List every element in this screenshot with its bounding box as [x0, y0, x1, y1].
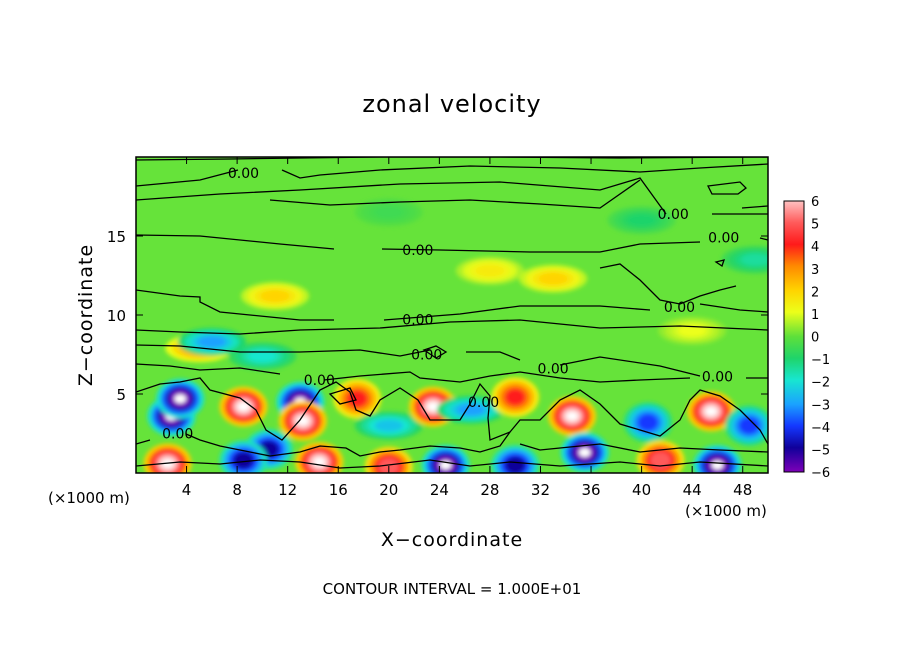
contour-label: 0.00 — [702, 370, 733, 386]
contour-line — [136, 289, 768, 321]
y-tick-label: 10 — [107, 307, 126, 325]
colorbar-tick-label: −3 — [811, 398, 830, 413]
contour-line — [136, 377, 768, 445]
anomaly-patch — [233, 451, 254, 469]
x-axis-unit-right: (×1000 m) — [685, 502, 767, 520]
contour-line — [422, 345, 448, 359]
x-tick-label: 4 — [182, 481, 192, 499]
contour-line — [741, 205, 768, 209]
contour-label: 0.00 — [468, 395, 499, 411]
colorbar-tick-label: 5 — [811, 218, 819, 233]
colorbar: 6 5 4 3 2 1 0 −1 −2 −3 −4 −5 −6 — [783, 195, 830, 481]
contour-label: 0.00 — [162, 427, 193, 443]
colorbar-gradient — [783, 200, 805, 473]
contour-label: 0.00 — [538, 362, 569, 378]
colorbar-tick-label: −4 — [811, 421, 830, 436]
anomaly-patch — [260, 290, 290, 302]
contour-line — [136, 344, 768, 379]
chart-title: zonal velocity — [362, 90, 541, 118]
contour-line — [136, 459, 768, 469]
contour-line — [136, 177, 768, 215]
anomaly-patch — [650, 451, 671, 469]
x-axis-label: X−coordinate — [381, 529, 523, 551]
anomaly-patch — [374, 206, 404, 219]
contour-line — [707, 181, 747, 195]
contour-labels: 0.00 0.00 0.00 0.00 0.00 0.00 0.00 0.00 0.00 0.00… — [162, 166, 739, 443]
contour-line — [136, 157, 768, 161]
anomaly-patch — [378, 458, 399, 473]
contour-line — [136, 363, 691, 383]
anomaly-core — [711, 460, 724, 470]
contour-label: 0.00 — [708, 231, 739, 247]
contour-line — [599, 259, 737, 305]
anomaly-patch — [347, 390, 368, 408]
anomaly-patch — [475, 264, 505, 277]
x-tick-label: 12 — [278, 481, 297, 499]
y-tick-label: 5 — [116, 386, 126, 404]
colorbar-tick-label: 3 — [811, 263, 819, 278]
anomaly-patch — [741, 253, 768, 266]
colorbar-tick-label: −5 — [811, 443, 830, 458]
anomaly-patch — [248, 350, 277, 362]
anomaly-patch — [505, 456, 526, 473]
x-tick-label: 8 — [232, 481, 242, 499]
colorbar-tick-label: 2 — [811, 285, 819, 300]
contour-label: 0.00 — [658, 207, 689, 223]
colorbar-tick-label: 4 — [811, 240, 819, 255]
contour-line — [269, 179, 641, 209]
colorbar-tick-label: −1 — [811, 353, 830, 368]
x-tick-label: 16 — [329, 481, 348, 499]
x-tick-label: 20 — [379, 481, 398, 499]
anomaly-patch — [677, 324, 707, 337]
anomaly-core — [566, 411, 578, 421]
y-tick-label: 15 — [107, 228, 126, 246]
contour-line — [136, 163, 768, 187]
colorbar-tick-label: 6 — [811, 195, 819, 210]
colorbar-tick-label: −2 — [811, 376, 830, 391]
contour-label: 0.00 — [304, 373, 335, 389]
contour-label: 0.00 — [411, 348, 442, 364]
anomaly-patch — [538, 272, 568, 285]
x-tick-label: 44 — [683, 481, 702, 499]
x-axis-unit-left: (×1000 m) — [48, 489, 130, 507]
contour-line — [136, 319, 768, 335]
anomaly-core — [427, 402, 439, 412]
y-axis-label: Z−coordinate — [75, 244, 97, 386]
contour-line — [136, 234, 768, 253]
anomaly-core — [174, 394, 187, 404]
anomaly-core — [705, 406, 717, 416]
anomaly-patch — [374, 419, 404, 432]
contour-label: 0.00 — [664, 300, 695, 316]
contour-line — [328, 387, 357, 405]
contour-line — [136, 431, 768, 457]
colorbar-tick-label: −6 — [811, 466, 830, 481]
contour-label: 0.00 — [402, 313, 433, 329]
plot-field: 0.00 0.00 0.00 0.00 0.00 0.00 0.00 0.00 0.00 0.00… — [136, 157, 768, 473]
anomaly-core — [237, 402, 250, 412]
anomaly-patch — [197, 335, 227, 348]
x-axis-ticks: 4 8 12 16 20 24 28 32 36 40 44 48 — [182, 157, 752, 499]
contour-label: 0.00 — [228, 166, 259, 182]
anomaly-patch — [738, 417, 760, 434]
x-tick-label: 32 — [531, 481, 550, 499]
colorbar-tick-label: 0 — [811, 331, 819, 346]
contour-lines — [136, 157, 768, 469]
x-tick-label: 48 — [733, 481, 752, 499]
y-axis-ticks: 5 10 15 — [107, 228, 768, 404]
anomaly-core — [578, 448, 591, 457]
contour-label: 0.00 — [402, 243, 433, 259]
anomaly-patch — [627, 214, 656, 227]
x-tick-label: 28 — [480, 481, 499, 499]
x-tick-label: 40 — [632, 481, 651, 499]
anomaly-patch — [637, 414, 658, 431]
anomaly-core — [297, 416, 309, 426]
x-tick-label: 24 — [430, 481, 449, 499]
colorbar-tick-label: 1 — [811, 308, 819, 323]
x-tick-label: 36 — [581, 481, 600, 499]
anomaly-patch — [505, 388, 526, 406]
contour-interval-note: CONTOUR INTERVAL = 1.000E+01 — [323, 580, 582, 598]
colorbar-ticks: 6 5 4 3 2 1 0 −1 −2 −3 −4 −5 −6 — [811, 195, 830, 481]
